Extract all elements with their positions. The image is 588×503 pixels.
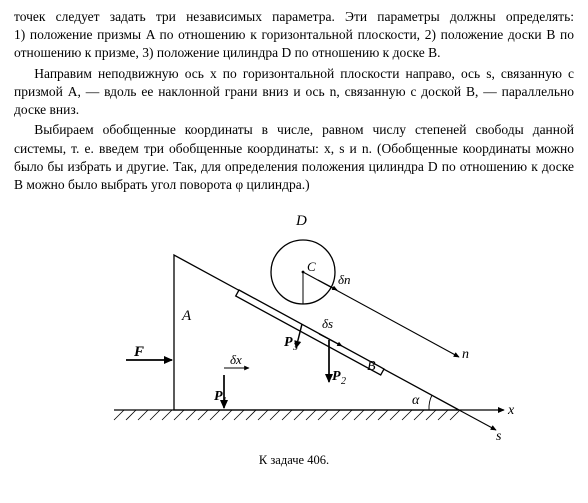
mechanics-diagram: D C A B F δx P 1 P 2 P 3 δs δn α x s n — [64, 200, 524, 450]
svg-text:2: 2 — [341, 376, 346, 387]
label-dx: δx — [230, 352, 242, 367]
label-F: F — [133, 344, 144, 360]
label-ds: δs — [322, 316, 333, 331]
figure-caption: К задаче 406. — [259, 452, 329, 469]
label-dn: δn — [338, 272, 351, 287]
label-alpha: α — [412, 393, 420, 408]
label-n: n — [462, 347, 469, 362]
svg-text:P: P — [332, 369, 341, 384]
label-B: B — [367, 359, 376, 374]
label-P1: P 1 — [214, 389, 227, 407]
label-C: C — [307, 259, 316, 274]
svg-text:P: P — [284, 335, 293, 350]
label-P3: P 3 — [284, 335, 298, 353]
figure-container: D C A B F δx P 1 P 2 P 3 δs δn α x s n К… — [14, 200, 574, 469]
label-x: x — [507, 403, 515, 418]
paragraph-2: Направим неподвижную ось x по горизонтал… — [14, 65, 574, 120]
label-P2: P 2 — [332, 369, 346, 387]
label-s: s — [496, 429, 502, 444]
svg-text:1: 1 — [222, 396, 227, 407]
paragraph-1: точек следует задать три независимых пар… — [14, 8, 574, 63]
label-A: A — [181, 308, 192, 324]
svg-text:3: 3 — [292, 342, 298, 353]
label-D: D — [295, 213, 307, 229]
paragraph-3: Выбираем обобщенные координаты в числе, … — [14, 121, 574, 194]
